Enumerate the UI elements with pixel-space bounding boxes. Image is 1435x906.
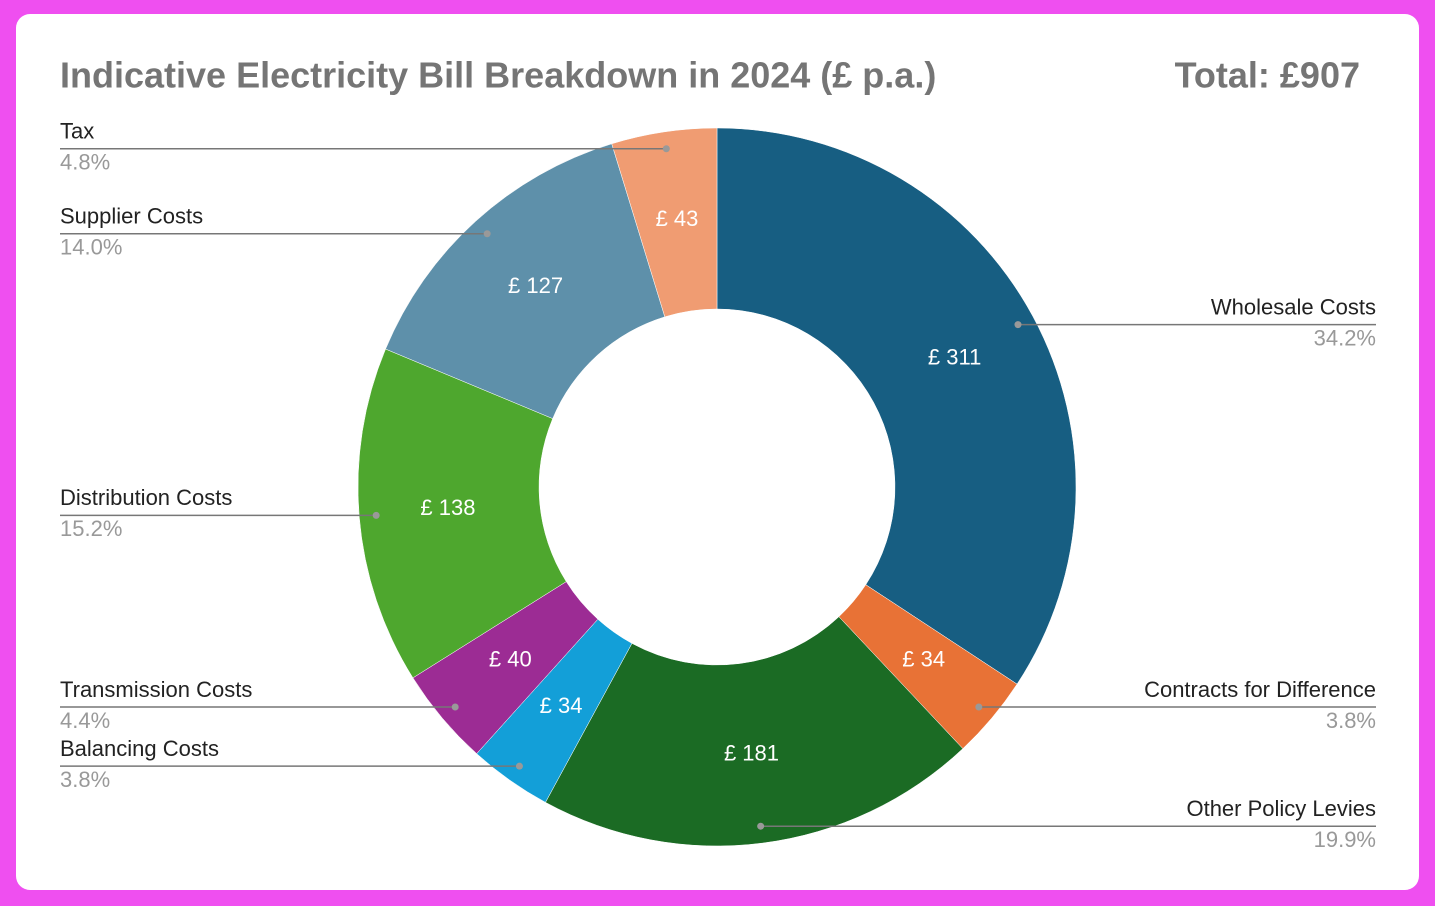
- value-label: £ 127: [508, 273, 563, 298]
- category-label: Supplier Costs: [60, 204, 203, 229]
- leader-dot: [662, 145, 670, 153]
- value-label: £ 34: [540, 693, 583, 718]
- value-label: £ 311: [928, 345, 981, 370]
- leader-dot: [483, 230, 491, 238]
- leader-dot: [975, 703, 983, 711]
- category-label: Other Policy Levies: [1186, 796, 1376, 821]
- category-label: Tax: [60, 119, 94, 144]
- category-label: Contracts for Difference: [1144, 677, 1376, 702]
- percent-label: 4.4%: [60, 708, 110, 733]
- leader-dot: [451, 703, 459, 711]
- donut-slice: [716, 127, 1077, 685]
- total-label: Total: £907: [1175, 55, 1360, 96]
- value-label: £ 138: [420, 495, 475, 520]
- leader-dot: [1014, 321, 1022, 329]
- leader-dot: [372, 511, 380, 519]
- category-label: Transmission Costs: [60, 677, 252, 702]
- leader-dot: [757, 822, 765, 830]
- donut-slice: [611, 127, 718, 318]
- category-label: Distribution Costs: [60, 485, 232, 510]
- percent-label: 3.8%: [60, 767, 110, 792]
- value-label: £ 34: [902, 647, 945, 672]
- donut-slice: [357, 348, 567, 679]
- percent-label: 34.2%: [1314, 325, 1376, 350]
- category-label: Balancing Costs: [60, 736, 219, 761]
- value-label: £ 43: [656, 206, 699, 231]
- donut-slice: [385, 143, 666, 419]
- value-label: £ 181: [724, 741, 779, 766]
- percent-label: 3.8%: [1326, 708, 1376, 733]
- percent-label: 4.8%: [60, 150, 110, 175]
- category-label: Wholesale Costs: [1211, 294, 1376, 319]
- chart-title: Indicative Electricity Bill Breakdown in…: [60, 55, 936, 96]
- percent-label: 19.9%: [1314, 827, 1376, 852]
- donut-slice: [545, 616, 964, 847]
- leader-dot: [515, 762, 523, 770]
- percent-label: 14.0%: [60, 235, 122, 260]
- value-label: £ 40: [489, 647, 532, 672]
- percent-label: 15.2%: [60, 516, 122, 541]
